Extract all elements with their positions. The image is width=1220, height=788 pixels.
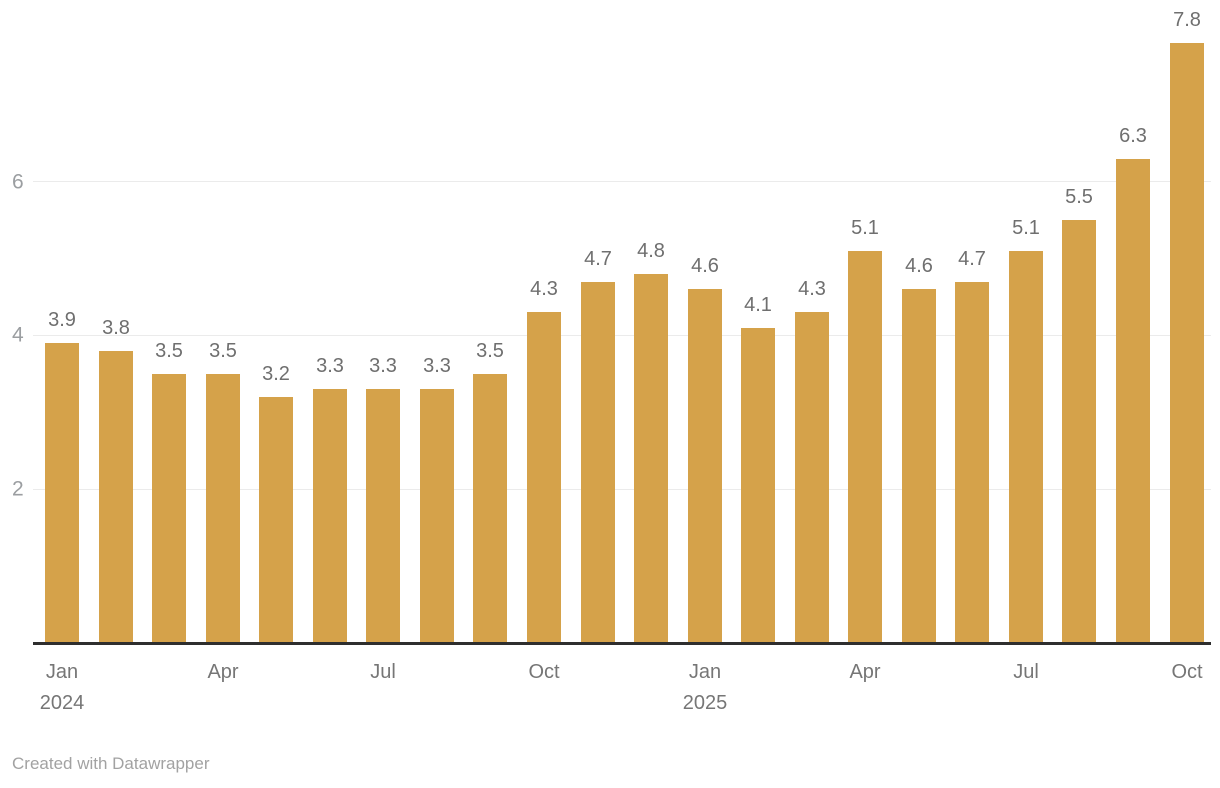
bar-nov-2024 <box>581 281 615 643</box>
bar-value-label: 6.3 <box>1119 124 1147 147</box>
bar-apr-2024 <box>206 373 240 643</box>
bar-oct-2024 <box>527 312 561 643</box>
x-tick-month: Oct <box>528 661 560 683</box>
bar-may-2024 <box>259 396 293 643</box>
x-tick-month: Jan <box>688 661 722 683</box>
x-tick-year: 2024 <box>39 692 85 714</box>
y-gridline <box>33 181 1211 183</box>
bar-value-label: 5.5 <box>1065 186 1093 209</box>
bar-mar-2024 <box>152 373 186 643</box>
bar-feb-2025 <box>741 327 775 643</box>
bar-value-label: 4.3 <box>530 278 558 301</box>
bar-value-label: 3.5 <box>476 339 504 362</box>
bar-value-label: 3.3 <box>316 355 344 378</box>
bar-value-label: 5.1 <box>1012 216 1040 239</box>
x-tick-year: 2025 <box>682 692 728 714</box>
x-axis-tick-label: Jan 2024 <box>40 657 85 719</box>
bar-value-label: 4.6 <box>905 255 933 278</box>
bar-apr-2025 <box>848 250 882 643</box>
bar-value-label: 3.5 <box>209 339 237 362</box>
bar-sep-2024 <box>473 373 507 643</box>
bar-value-label: 3.5 <box>155 339 183 362</box>
bar-value-label: 3.8 <box>102 316 130 339</box>
bar-jul-2024 <box>366 389 400 643</box>
y-axis-tick-label: 2 <box>12 477 24 501</box>
bar-value-label: 5.1 <box>851 216 879 239</box>
x-axis-tick-label: Oct <box>1171 657 1202 688</box>
bar-value-label: 4.3 <box>798 278 826 301</box>
attribution-text: Created with Datawrapper <box>12 754 210 773</box>
bar-sep-2025 <box>1116 158 1150 643</box>
bar-value-label: 4.8 <box>637 239 665 262</box>
bar-jan-2025 <box>688 289 722 643</box>
bar-aug-2024 <box>420 389 454 643</box>
bar-value-label: 4.7 <box>584 247 612 270</box>
x-tick-month: Oct <box>1171 661 1203 683</box>
bar-value-label: 7.8 <box>1173 9 1201 32</box>
y-gridline <box>33 488 1211 490</box>
bar-dec-2024 <box>634 273 668 643</box>
x-axis-baseline <box>33 642 1211 645</box>
bar-value-label: 4.1 <box>744 293 772 316</box>
bar-jun-2024 <box>313 389 347 643</box>
x-axis-tick-label: Jul <box>370 657 396 688</box>
y-gridline <box>33 334 1211 336</box>
bar-feb-2024 <box>99 350 133 643</box>
bar-value-label: 4.7 <box>958 247 986 270</box>
bar-mar-2025 <box>795 312 829 643</box>
bar-value-label: 3.9 <box>48 309 76 332</box>
x-tick-month: Jan <box>45 661 79 683</box>
bar-jan-2024 <box>45 343 79 643</box>
x-axis-tick-label: Apr <box>207 657 238 688</box>
x-tick-month: Jul <box>370 661 396 683</box>
x-tick-month: Jul <box>1013 661 1039 683</box>
y-axis-tick-label: 4 <box>12 323 24 347</box>
x-tick-month: Apr <box>207 661 239 683</box>
bar-value-label: 3.3 <box>369 355 397 378</box>
x-axis-tick-label: Oct <box>528 657 559 688</box>
x-axis-tick-label: Apr <box>849 657 880 688</box>
bar-jun-2025 <box>955 281 989 643</box>
y-axis-tick-label: 6 <box>12 170 24 194</box>
bar-jul-2025 <box>1009 250 1043 643</box>
bar-value-label: 4.6 <box>691 255 719 278</box>
x-tick-month: Apr <box>849 661 881 683</box>
bar-value-label: 3.2 <box>262 362 290 385</box>
x-axis-tick-label: Jan 2025 <box>683 657 728 719</box>
bar-value-label: 3.3 <box>423 355 451 378</box>
bar-oct-2025 <box>1170 43 1204 643</box>
x-axis-tick-label: Jul <box>1013 657 1039 688</box>
bar-aug-2025 <box>1062 220 1096 643</box>
bar-may-2025 <box>902 289 936 643</box>
